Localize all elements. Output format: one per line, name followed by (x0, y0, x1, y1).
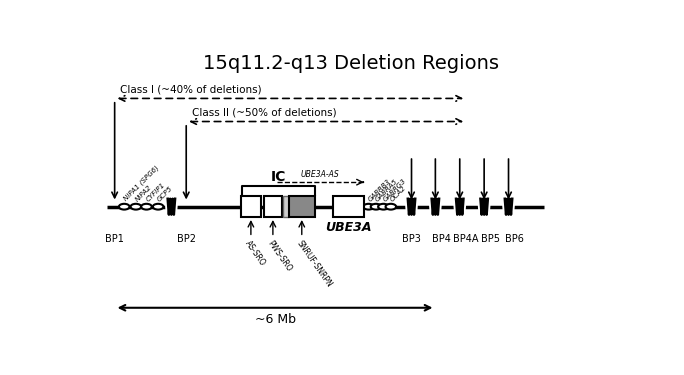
Text: BP6: BP6 (505, 234, 525, 244)
Text: OCA2: OCA2 (389, 184, 408, 203)
Text: AS-SRO: AS-SRO (244, 239, 267, 267)
Bar (264, 196, 282, 217)
Circle shape (378, 204, 389, 210)
Bar (241, 196, 261, 217)
Bar (282, 196, 289, 217)
Circle shape (131, 204, 141, 210)
Text: PWS-SRO: PWS-SRO (265, 239, 293, 273)
Text: NIPA2: NIPA2 (134, 184, 153, 203)
Circle shape (386, 204, 396, 210)
Bar (289, 196, 315, 217)
Text: NIPA1 (SPG6): NIPA1 (SPG6) (122, 165, 160, 202)
Text: BP1: BP1 (105, 234, 124, 244)
Text: BP5: BP5 (481, 234, 500, 244)
Text: Class I (~40% of deletions): Class I (~40% of deletions) (120, 84, 261, 94)
Text: Class II (~50% of deletions): Class II (~50% of deletions) (192, 107, 336, 117)
Circle shape (153, 204, 163, 210)
Circle shape (371, 204, 381, 210)
Text: 15q11.2-q13 Deletion Regions: 15q11.2-q13 Deletion Regions (202, 54, 499, 73)
Text: BP2: BP2 (176, 234, 196, 244)
Text: GABRA5: GABRA5 (374, 178, 399, 203)
Text: IC: IC (270, 170, 286, 184)
Text: BP4: BP4 (432, 234, 451, 244)
Circle shape (141, 204, 152, 210)
Text: BP3: BP3 (402, 234, 421, 244)
Text: ~6 Mb: ~6 Mb (254, 313, 295, 326)
Text: BP4A: BP4A (453, 234, 479, 244)
Text: CYFIP1: CYFIP1 (145, 181, 166, 203)
Circle shape (363, 204, 374, 210)
Text: GABRB3: GABRB3 (367, 178, 392, 203)
Text: GCP5: GCP5 (157, 185, 174, 202)
Text: UBE3A-AS: UBE3A-AS (301, 170, 340, 179)
Bar (333, 196, 364, 217)
Circle shape (119, 204, 129, 210)
Text: UBE3A: UBE3A (325, 220, 371, 234)
Text: GABRG3: GABRG3 (382, 177, 407, 203)
Text: SNRUF-SNRPN: SNRUF-SNRPN (294, 239, 333, 289)
